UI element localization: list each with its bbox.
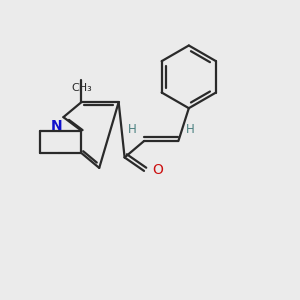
Text: O: O [152,163,163,177]
Text: H: H [186,123,195,136]
Text: N: N [50,118,62,133]
Text: CH₃: CH₃ [71,83,92,93]
Text: H: H [128,123,136,136]
